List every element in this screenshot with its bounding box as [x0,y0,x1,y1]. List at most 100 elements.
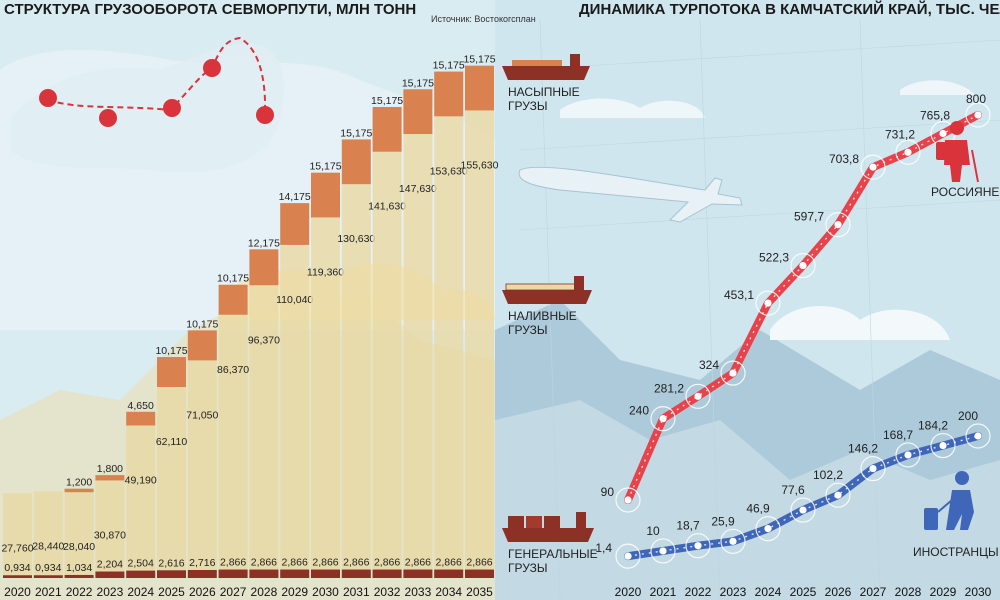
bar-general-2032 [372,569,402,578]
x-tick-2031: 2031 [343,585,370,599]
value-russians-2020: 90 [601,485,615,499]
legend-liquid-label: НАЛИВНЫЕ [508,309,577,323]
value-russians-2027: 703,8 [829,152,859,166]
point-ring-foreigners-2020 [615,543,641,569]
point-foreigners-2021 [659,547,667,555]
label-general-2032: 2,866 [374,557,400,569]
label-bulk-2034: 15,175 [433,60,465,72]
legend-bulk-label-2: ГРУЗЫ [508,99,547,113]
bar-liquid-2024 [126,425,156,571]
bar-liquid-2035 [465,110,494,570]
bar-general-2026 [187,569,217,578]
hiker-icon [936,121,979,183]
bar-liquid-2030 [311,217,340,570]
legend-bulk-label: НАСЫПНЫЕ [508,85,580,99]
point-russians-2024 [764,299,772,307]
x-tick-2026: 2026 [825,585,852,599]
label-liquid-2020: 27,760 [1,542,33,554]
x-tick-2025: 2025 [790,585,817,599]
x-tick-2022: 2022 [66,585,93,599]
cargo-chart-source: Источник: Востокогсплан [431,14,536,24]
bar-general-2031 [341,569,371,578]
bar-liquid-2027 [218,314,248,570]
bar-bulk-2030 [311,172,340,218]
bar-general-2025 [157,570,186,578]
label-liquid-2021: 28,440 [32,540,64,552]
label-liquid-2033: 147,630 [399,183,437,195]
point-ring-russians-2023 [720,360,746,386]
x-tick-2022: 2022 [685,585,712,599]
label-liquid-2035: 155,630 [461,159,499,171]
bar-liquid-2032 [372,151,402,570]
value-foreigners-2025: 77,6 [781,483,805,497]
bar-liquid-2026 [187,360,217,570]
bar-liquid-2021 [33,491,63,576]
point-foreigners-2024 [764,525,772,533]
point-ring-russians-2028 [895,139,921,165]
x-tick-2021: 2021 [650,585,677,599]
value-foreigners-2023: 25,9 [711,514,735,528]
legend-general-label-2: ГРУЗЫ [508,561,547,575]
value-russians-2029: 765,8 [920,109,950,123]
point-ring-russians-2027 [860,154,886,180]
point-ring-russians-2021 [650,406,676,432]
point-foreigners-2029 [939,441,947,450]
label-bulk-2029: 14,175 [279,191,311,203]
label-bulk-2022: 1,200 [66,477,92,489]
x-tick-2027: 2027 [220,585,247,599]
point-ring-foreigners-2027 [860,455,886,482]
bar-liquid-2022 [64,492,94,575]
point-foreigners-2026 [834,491,842,499]
point-russians-2030 [974,111,982,119]
x-tick-2027: 2027 [860,585,887,599]
label-general-2020: 0,934 [4,562,30,574]
point-ring-foreigners-2025 [790,497,816,523]
x-tick-2028: 2028 [251,585,278,599]
label-liquid-2024: 49,190 [125,475,157,487]
x-tick-2024: 2024 [127,585,154,599]
bar-general-2028 [249,569,279,578]
label-bulk-2026: 10,175 [186,318,218,330]
bar-general-2034 [434,569,464,578]
value-foreigners-2026: 102,2 [813,468,843,482]
bar-bulk-2024 [126,411,156,426]
x-tick-2035: 2035 [466,585,493,599]
label-bulk-2033: 15,175 [402,77,434,89]
tourism-chart: 90 240 281,2 324 453,1 522,3 597,7 703,8 731,2 76… [595,92,991,599]
traveler-icon [924,471,974,530]
point-ring-foreigners-2021 [650,538,676,564]
bar-general-2021 [33,575,63,578]
x-tick-2029: 2029 [930,585,957,599]
bar-bulk-2033 [403,89,433,135]
bulk-carrier-icon [502,54,590,80]
label-bulk-2028: 12,175 [248,237,280,249]
label-liquid-2025: 62,110 [156,436,187,448]
label-general-2027: 2,866 [220,557,246,569]
tanker-icon [502,276,592,304]
point-foreigners-2023 [729,537,737,545]
point-ring-foreigners-2024 [755,516,781,542]
value-russians-2025: 522,3 [759,251,789,265]
point-ring-foreigners-2026 [825,482,851,508]
legend-general-label: ГЕНЕРАЛЬНЫЕ [508,547,598,561]
value-russians-2023: 324 [699,358,719,372]
label-general-2024: 2,504 [128,558,154,570]
bar-liquid-2031 [341,184,371,570]
label-general-2030: 2,866 [312,557,338,569]
bar-bulk-2035 [465,65,494,111]
label-general-2029: 2,866 [282,557,308,569]
point-russians-2021 [659,415,667,423]
x-tick-2029: 2029 [281,585,308,599]
point-ring-russians-2026 [825,212,851,238]
point-ring-russians-2025 [790,252,816,279]
bar-general-2030 [311,569,340,578]
bar-general-2022 [64,574,94,578]
value-foreigners-2021: 10 [646,524,660,538]
bar-general-2024 [126,570,156,578]
point-ring-foreigners-2028 [895,442,921,468]
point-russians-2022 [694,392,702,400]
russia-route-map-icon [10,36,284,173]
label-liquid-2027: 86,370 [217,364,249,376]
